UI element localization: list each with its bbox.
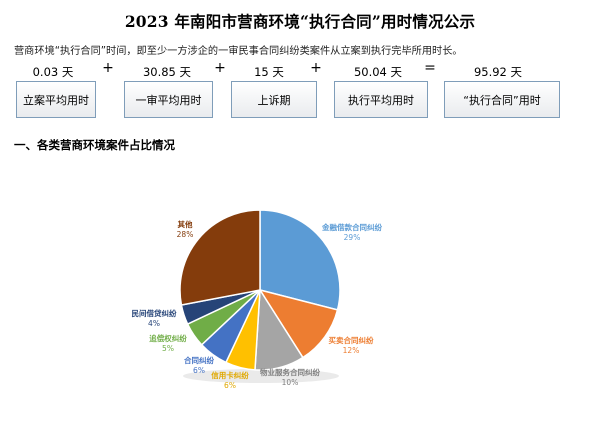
pie-label-name-other: 其他 [178, 219, 193, 229]
label-total-text: “执行合同”用时 [463, 93, 541, 107]
label-box-first-instance: 一审平均用时 [124, 81, 213, 118]
label-appeal-text: 上诉期 [257, 93, 291, 107]
pie-label-value-property-service: 10% [282, 378, 299, 387]
label-box-filing: 立案平均用时 [16, 81, 96, 118]
pie-label-name-sales-contract: 买卖合同纠纷 [329, 335, 374, 345]
label-first-instance-text: 一审平均用时 [135, 93, 202, 107]
value-execution-time: 50.04 天 [353, 65, 403, 79]
pie-slice-financial-loan [259, 209, 341, 311]
operator-plus-1: + [102, 60, 114, 76]
pie-label-value-sales-contract: 12% [343, 346, 360, 355]
label-box-appeal: 上诉期 [231, 81, 317, 118]
value-first-instance-time: 30.85 天 [142, 65, 192, 79]
pie-label-name-private-lending: 民间借贷纠纷 [132, 308, 177, 318]
section-title: 一、各类营商环境案件占比情况 [14, 138, 175, 152]
pie-shadow [183, 369, 339, 383]
pie-slice-sales-contract [258, 288, 339, 359]
value-filing-time: 0.03 天 [32, 65, 74, 79]
page-title: 2023 年南阳市营商环境“执行合同”用时情况公示 [124, 12, 476, 31]
pie-label-name-credit-card: 信用卡纠纷 [211, 370, 249, 380]
pie-label-value-private-lending: 4% [148, 319, 160, 328]
pie-label-value-financial-loan: 29% [344, 233, 361, 242]
operator-plus-3: + [310, 60, 322, 76]
operator-plus-2: + [214, 60, 226, 76]
label-execution-text: 执行平均用时 [348, 93, 414, 107]
label-box-execution: 执行平均用时 [334, 81, 428, 118]
pie-slices [179, 209, 341, 371]
label-box-total: “执行合同”用时 [444, 81, 560, 118]
pie-label-value-contract: 6% [193, 366, 205, 375]
pie-label-name-contract: 合同纠纷 [184, 355, 214, 365]
operator-equals: = [424, 60, 436, 76]
pie-slice-other [179, 209, 261, 306]
value-appeal-period: 15 天 [254, 65, 284, 79]
pie-label-value-credit-card: 6% [224, 381, 236, 390]
page-subtitle: 营商环境“执行合同”时间，即至少一方涉企的一审民事合同纠纷类案件从立案到执行完毕… [14, 46, 463, 57]
pie-label-name-property-service: 物业服务合同纠纷 [260, 367, 320, 377]
value-total-time: 95.92 天 [473, 65, 523, 79]
pie-label-name-recourse: 追偿权纠纷 [149, 333, 187, 343]
pie-labels: 金融借款合同纠纷29%买卖合同纠纷12%物业服务合同纠纷10%信用卡纠纷6%合同… [132, 219, 383, 390]
pie-label-name-financial-loan: 金融借款合同纠纷 [321, 222, 382, 232]
pie-label-value-other: 28% [177, 230, 194, 239]
pie-label-value-recourse: 5% [162, 344, 174, 353]
label-filing-text: 立案平均用时 [23, 93, 89, 107]
